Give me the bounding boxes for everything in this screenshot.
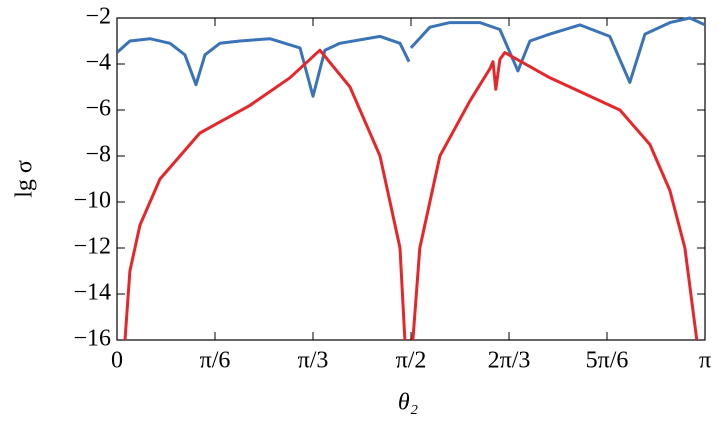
- x-tick-label: π/3: [298, 348, 329, 374]
- x-tick-label: π/6: [200, 348, 231, 374]
- y-tick-label: −14: [73, 280, 111, 306]
- x-tick-label: 5π/6: [586, 348, 629, 374]
- y-tick-label: −8: [85, 142, 111, 168]
- y-tick-label: −6: [85, 96, 111, 122]
- y-tick-label: −10: [73, 188, 111, 214]
- y-tick-label: −2: [85, 4, 111, 30]
- x-tick-label: π: [699, 348, 711, 374]
- plot-frame: [116, 17, 706, 341]
- y-tick-label: −16: [73, 326, 111, 352]
- x-axis-label: θ₂: [398, 390, 418, 416]
- y-axis-label: lg σ: [12, 160, 38, 198]
- line-series: [117, 16, 705, 98]
- y-tick-label: −12: [73, 234, 111, 260]
- x-tick-label: π/2: [396, 348, 427, 374]
- x-tick-label: 2π/3: [488, 348, 531, 374]
- y-tick-label: −4: [85, 50, 111, 76]
- x-tick-label: 0: [111, 348, 123, 374]
- line-series: [123, 48, 699, 340]
